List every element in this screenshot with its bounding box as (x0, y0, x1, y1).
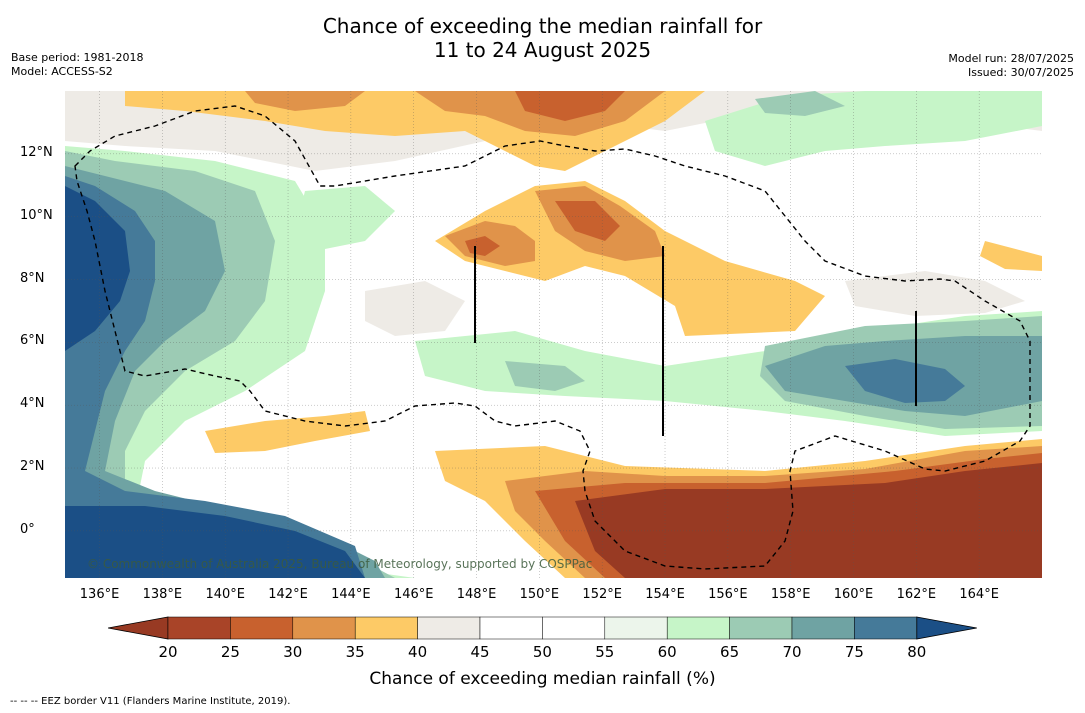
lon-tick-label-13: 162°E (896, 587, 937, 602)
lat-tick-label-6: 0° (20, 521, 35, 537)
colorbar (108, 616, 977, 640)
lon-tick-label-8: 152°E (582, 587, 622, 602)
colorbar-segment-7 (604, 616, 668, 640)
region-dry-west-3n (205, 411, 370, 453)
lon-tick-label-6: 148°E (456, 587, 497, 602)
colorbar-tick-label-9: 65 (720, 643, 740, 661)
map-gridlines (65, 91, 1042, 578)
region-very-dry-central-2 (555, 201, 620, 241)
colorbar-over-arrow (916, 616, 977, 640)
lon-tick-label-4: 144°E (331, 587, 371, 602)
colorbar-segment-11 (854, 616, 918, 640)
model-run-text: Model run: 28/07/2025 (948, 52, 1074, 65)
lon-tick-label-11: 158°E (770, 587, 811, 602)
colorbar-tick-label-8: 60 (657, 643, 677, 661)
lat-tick-label-0: 12°N (20, 144, 53, 160)
region-neutral-central (365, 281, 465, 336)
colorbar-tick-label-6: 50 (532, 643, 552, 661)
colorbar-segment-0 (167, 616, 231, 640)
metadata-right: Model run: 28/07/2025 Issued: 30/07/2025 (948, 52, 1074, 80)
lon-tick-label-14: 164°E (959, 587, 999, 602)
lon-tick-label-5: 146°E (393, 587, 434, 602)
colorbar-segment-2 (292, 616, 356, 640)
lat-tick-label-3: 6°N (20, 333, 45, 349)
rainfall-map (65, 91, 1042, 578)
colorbar-tick-label-12: 80 (907, 643, 927, 661)
colorbar-under-arrow (108, 616, 169, 640)
lon-tick-label-10: 156°E (708, 587, 748, 602)
lon-tick-label-12: 160°E (833, 587, 874, 602)
colorbar-label: Chance of exceeding median rainfall (%) (369, 669, 716, 689)
issued-text: Issued: 30/07/2025 (967, 66, 1074, 79)
lon-tick-label-2: 140°E (205, 587, 245, 602)
region-very-dry-central (465, 236, 500, 256)
region-extremely-dry-south (575, 463, 1042, 578)
colorbar-tick-label-4: 40 (408, 643, 428, 661)
colorbar-tick-label-11: 75 (844, 643, 864, 661)
region-very-dry-north (515, 91, 625, 121)
lat-tick-label-2: 8°N (20, 270, 45, 286)
lat-tick-label-4: 4°N (20, 396, 45, 412)
copyright-notice: © Commonwealth of Australia 2025, Bureau… (87, 557, 593, 571)
region-extremely-wet-west (65, 186, 130, 351)
model-text: Model: ACCESS-S2 (11, 65, 113, 78)
title-line-2: 11 to 24 August 2025 (433, 38, 652, 62)
colorbar-tick-label-7: 55 (595, 643, 615, 661)
map-title: Chance of exceeding the median rainfall … (0, 14, 1085, 62)
colorbar-tick-label-10: 70 (782, 643, 802, 661)
base-period-text: Base period: 1981-2018 (11, 51, 144, 64)
colorbar-tick-label-1: 25 (220, 643, 240, 661)
colorbar-segment-4 (417, 616, 481, 640)
region-very-wet-west (65, 176, 365, 578)
region-dry-east (980, 241, 1042, 271)
lon-tick-label-9: 154°E (645, 587, 685, 602)
colorbar-tick-label-0: 20 (158, 643, 178, 661)
region-wet-central (505, 361, 585, 391)
lon-tick-label-0: 136°E (79, 587, 120, 602)
region-dry-north-2 (245, 91, 365, 111)
colorbar-segment-9 (729, 616, 793, 640)
colorbar-segment-8 (666, 616, 730, 640)
lon-tick-label-7: 150°E (519, 587, 560, 602)
eez-border (74, 105, 1031, 570)
title-line-1: Chance of exceeding the median rainfall … (322, 14, 763, 38)
lat-tick-label-1: 10°N (20, 207, 53, 223)
colorbar-segment-3 (354, 616, 418, 640)
colorbar-tick-label-5: 45 (470, 643, 490, 661)
region-extremely-wet-southwest (65, 506, 365, 578)
colorbar-tick-label-3: 35 (345, 643, 365, 661)
lat-tick-label-5: 2°N (20, 459, 45, 475)
metadata-left: Base period: 1981-2018 Model: ACCESS-S2 (11, 51, 143, 79)
colorbar-segment-6 (542, 616, 606, 640)
region-wet-northeast (755, 91, 845, 116)
colorbar-segment-5 (479, 616, 543, 640)
eez-footnote: -- -- -- EEZ border V11 (Flanders Marine… (10, 696, 291, 707)
lon-tick-label-3: 142°E (268, 587, 308, 602)
colorbar-segment-10 (791, 616, 855, 640)
colorbar-tick-label-2: 30 (283, 643, 303, 661)
region-very-wet-east (845, 359, 965, 403)
map-area[interactable]: © Commonwealth of Australia 2025, Bureau… (65, 91, 1042, 578)
region-wet-north-central (295, 186, 395, 251)
region-neutral-east (845, 271, 1025, 316)
lon-tick-label-1: 138°E (142, 587, 183, 602)
colorbar-segment-1 (230, 616, 294, 640)
